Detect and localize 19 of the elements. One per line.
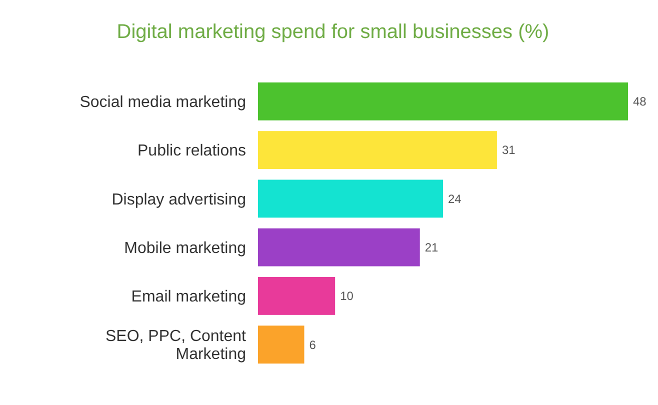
y-tick-label: Social media marketing: [80, 94, 246, 111]
y-tick-label: SEO, PPC, Content Marketing: [105, 328, 247, 364]
data-label: 24: [448, 192, 462, 206]
bar: [258, 180, 443, 218]
data-label: 31: [502, 143, 516, 158]
data-label: 6: [309, 338, 316, 352]
bar: [258, 82, 628, 120]
data-label: 21: [424, 240, 439, 255]
bar: [258, 228, 420, 266]
y-tick-label: Display advertising: [112, 191, 246, 208]
y-tick-label: Email marketing: [131, 288, 246, 306]
bar: [258, 326, 304, 364]
y-tick-label: Public relations: [138, 142, 246, 160]
bar: [258, 276, 336, 315]
y-tick-label: Mobile marketing: [124, 240, 246, 257]
chart-title: Digital marketing spend for small businesses (%): [116, 21, 550, 43]
data-label: 48: [633, 94, 647, 109]
bar: [258, 131, 497, 170]
data-label: 10: [340, 289, 354, 304]
